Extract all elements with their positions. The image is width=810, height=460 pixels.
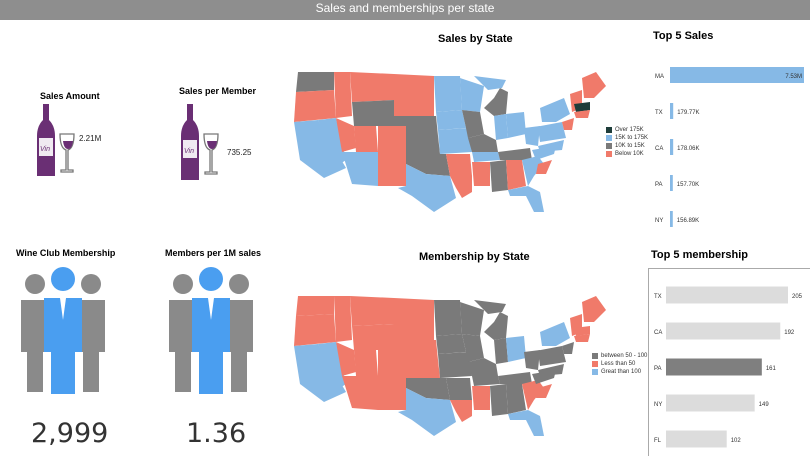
category-label: PA (655, 182, 663, 188)
bar (666, 322, 781, 340)
members-per-1m-value: 1.36 (186, 418, 247, 449)
svg-text:Vin: Vin (40, 146, 50, 153)
sales-map (294, 72, 606, 212)
members-per-1m-label: Members per 1M sales (165, 248, 262, 258)
sales-amount-value: 2.21M (79, 134, 102, 143)
value-label: 156.89K (677, 218, 699, 224)
bar (670, 175, 673, 191)
legend-item: Great than 100 (592, 368, 647, 376)
value-label: 157.70K (677, 182, 699, 188)
sales-per-member-label: Sales per Member (179, 86, 257, 96)
top-membership-title: Top 5 membership (651, 249, 748, 261)
people-icon (169, 267, 253, 394)
value-label: 7.53M (785, 74, 802, 80)
wine-bottle-icon: Vin (37, 104, 75, 176)
bar (670, 67, 804, 83)
club-membership-label: Wine Club Membership (16, 248, 116, 258)
membership-map (294, 296, 606, 436)
category-label: CA (654, 330, 662, 336)
membership-map-title: Membership by State (419, 251, 530, 263)
top-sales-chart: MA 7.53M TX 179.77K CA 178.06K PA 157.70K NY 156.… (645, 48, 810, 232)
sales-per-member-value: 735.25 (227, 148, 252, 157)
bar (670, 103, 674, 119)
category-label: TX (655, 110, 663, 116)
page-title: Sales and memberships per state (315, 1, 495, 15)
bar (666, 286, 788, 304)
top-membership-chart: TX 205 CA 192 PA 161 NY 149 FL 102 (648, 268, 810, 456)
sales-map-title: Sales by State (438, 33, 513, 45)
value-label: 178.06K (677, 146, 699, 152)
membership-map-legend: between 50 - 100 Less than 50 Great than… (592, 352, 647, 376)
value-label: 161 (766, 366, 777, 372)
value-label: 179.77K (677, 110, 699, 116)
bar (666, 394, 755, 412)
category-label: CA (655, 146, 663, 152)
top-sales-bars: MA 7.53M TX 179.77K CA 178.06K PA 157.70K NY 156.… (655, 67, 804, 227)
page-banner: Sales and memberships per state (0, 0, 810, 20)
category-label: TX (654, 294, 662, 300)
category-label: PA (654, 366, 662, 372)
svg-text:Vin: Vin (184, 148, 194, 155)
sales-map-legend: Over 175K 15K to 175K 10K to 15K Below 1… (606, 126, 648, 158)
bar (670, 139, 674, 155)
sales-amount-label: Sales Amount (40, 91, 100, 101)
legend-item: Over 175K (606, 126, 648, 134)
bar (666, 430, 727, 448)
bar (670, 211, 673, 227)
club-membership-value: 2,999 (31, 418, 109, 449)
top-sales-title: Top 5 Sales (653, 30, 714, 42)
people-icon (21, 267, 105, 394)
category-label: FL (654, 438, 662, 444)
value-label: 205 (792, 294, 803, 300)
legend-item: Less than 50 (592, 360, 647, 368)
bar (666, 358, 762, 376)
legend-item: 10K to 15K (606, 142, 648, 150)
legend-item: Below 10K (606, 150, 648, 158)
category-label: MA (655, 74, 664, 80)
value-label: 102 (731, 438, 742, 444)
legend-item: between 50 - 100 (592, 352, 647, 360)
wine-bottle-icon: Vin (181, 104, 219, 180)
value-label: 149 (759, 402, 770, 408)
value-label: 192 (784, 330, 795, 336)
top-membership-bars: TX 205 CA 192 PA 161 NY 149 FL 102 (654, 286, 803, 448)
category-label: NY (655, 218, 663, 224)
legend-item: 15K to 175K (606, 134, 648, 142)
category-label: NY (654, 402, 662, 408)
